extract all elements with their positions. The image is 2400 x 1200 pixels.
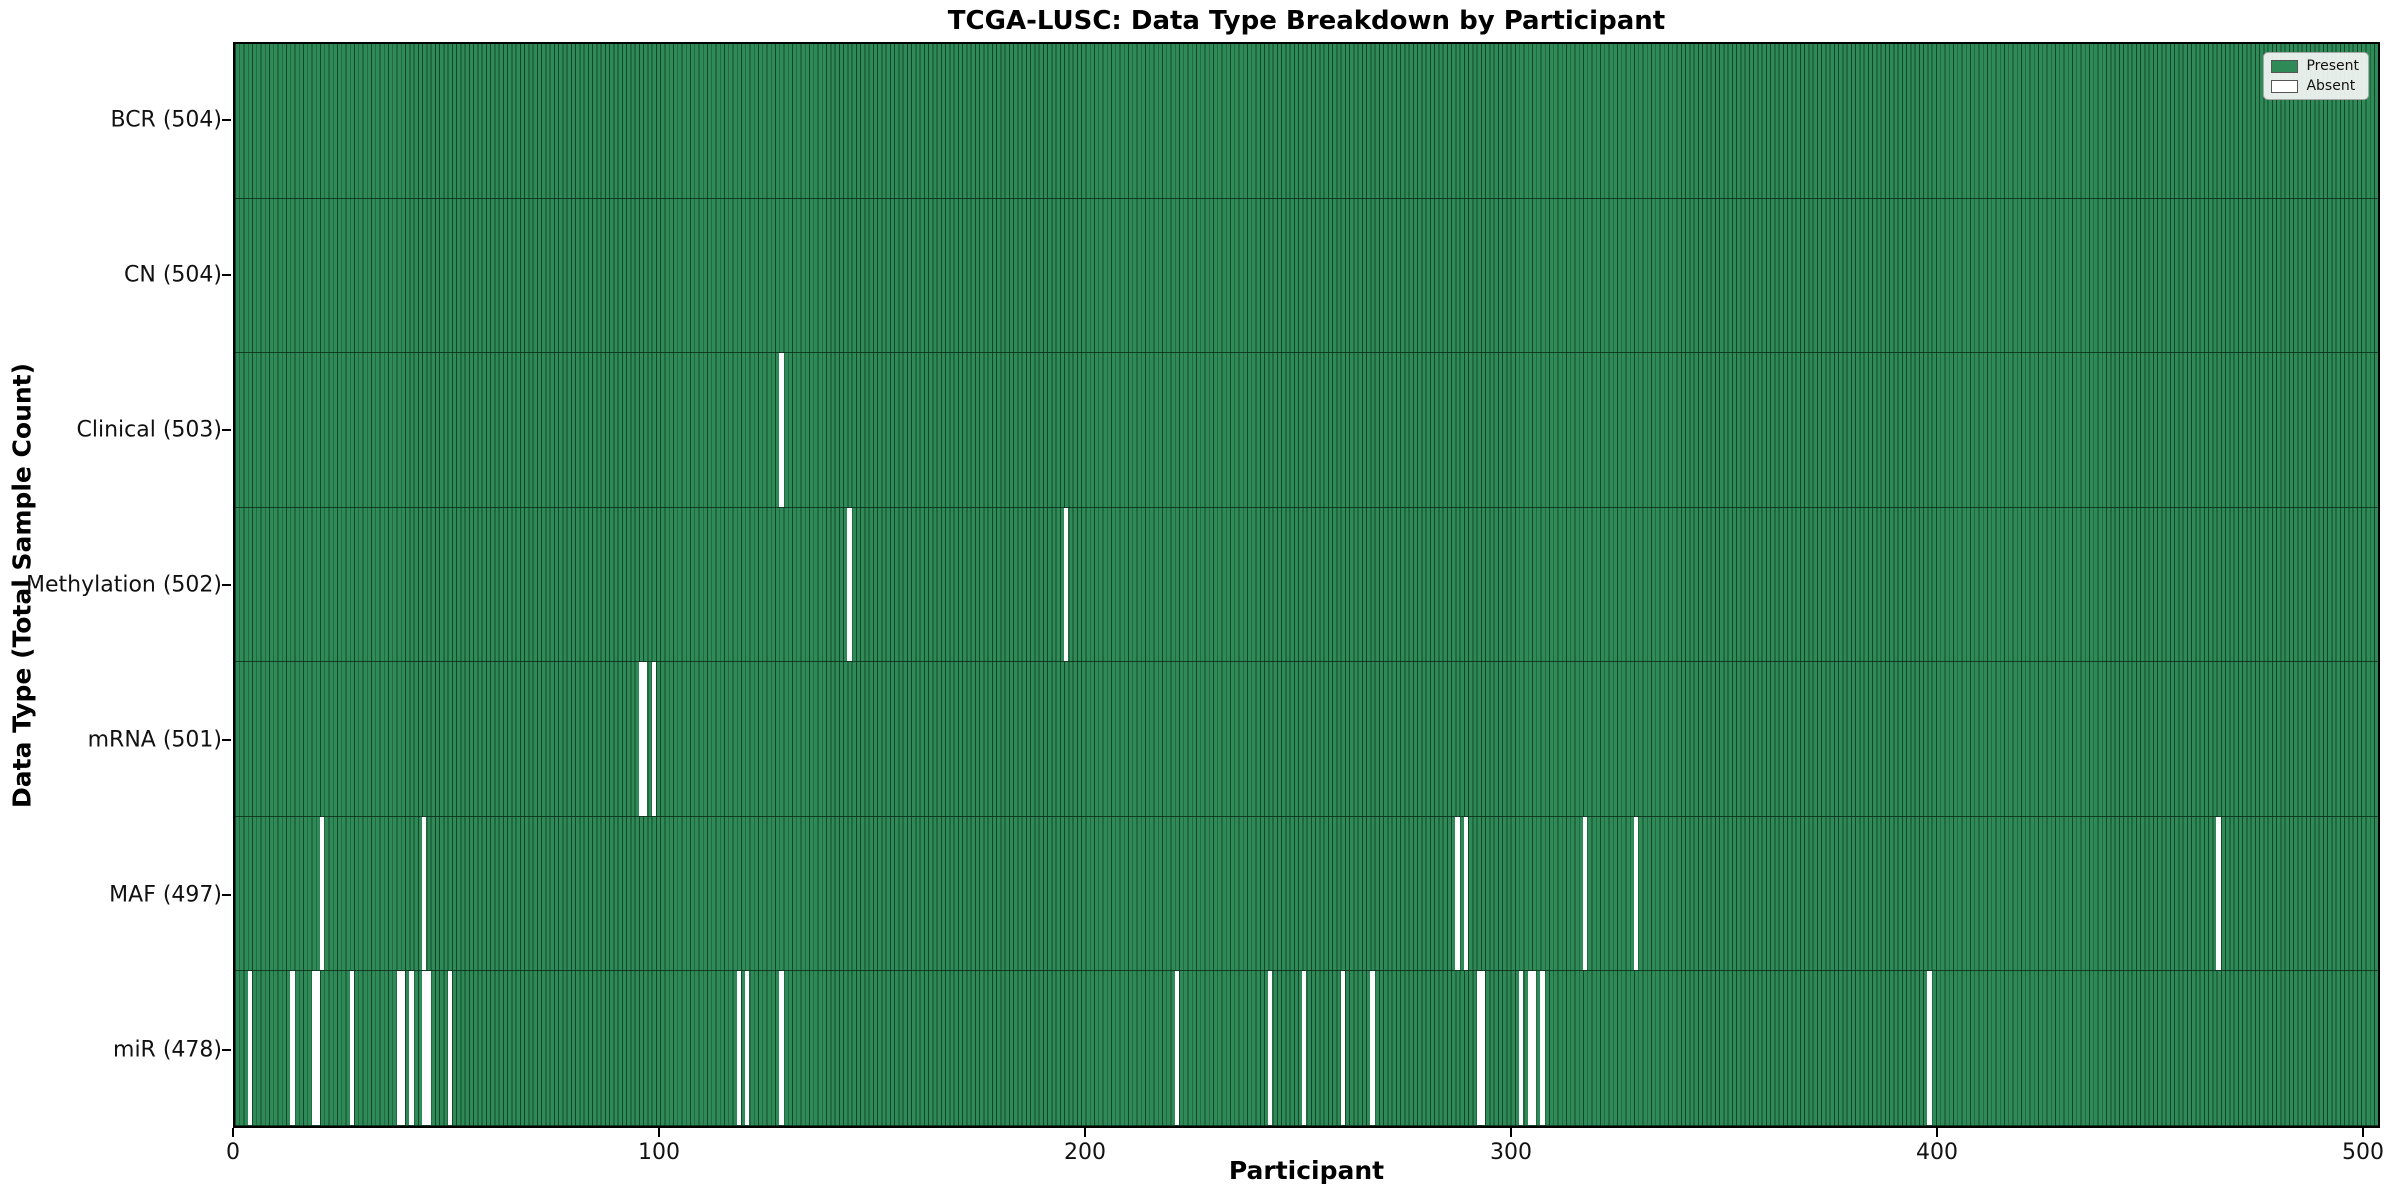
absent-gap	[638, 662, 644, 816]
absent-gap	[1633, 816, 1639, 971]
absent-gap	[1370, 971, 1375, 1125]
absent-gap	[349, 971, 355, 1125]
absent-gap	[745, 971, 750, 1125]
absent-gap	[1302, 971, 1307, 1125]
x-axis-label: Participant	[1228, 1156, 1385, 1185]
absent-gap	[1582, 816, 1588, 971]
chart-title: TCGA-LUSC: Data Type Breakdown by Partic…	[947, 6, 1666, 36]
absent-gap	[779, 353, 784, 507]
x-tick-label: 400	[1915, 1140, 1958, 1165]
row-band-mrna	[235, 662, 2378, 817]
absent-gap	[1927, 971, 1932, 1125]
absent-gap	[643, 662, 648, 816]
absent-gap	[1531, 971, 1537, 1125]
x-tick-label: 0	[226, 1140, 240, 1165]
absent-gap	[247, 971, 252, 1125]
x-tick-mark	[1083, 1128, 1086, 1137]
x-tick-mark	[2361, 1128, 2364, 1137]
x-tick-mark	[657, 1128, 660, 1137]
x-tick-label: 200	[1063, 1140, 1106, 1165]
absent-gap	[847, 507, 852, 662]
y-tick-mark	[222, 584, 231, 586]
legend-label: Present	[2306, 58, 2359, 74]
present-swatch-icon	[2271, 59, 2299, 73]
y-tick-mark	[222, 1049, 231, 1052]
x-tick-mark	[1509, 1128, 1512, 1137]
y-tick-mark	[222, 739, 231, 742]
absent-gap	[1268, 971, 1273, 1125]
absent-gap	[409, 971, 414, 1125]
absent-gap	[422, 816, 427, 971]
absent-gap	[1476, 971, 1481, 1125]
x-tick-mark	[232, 1128, 234, 1137]
x-tick-label: 500	[2341, 1140, 2384, 1165]
row-band-methylation	[235, 507, 2378, 663]
row-band-mir	[235, 971, 2378, 1126]
legend: Present Absent	[2263, 52, 2369, 100]
y-tick-mark	[222, 428, 231, 431]
row-band-cn	[235, 198, 2378, 354]
x-tick-label: 300	[1489, 1140, 1532, 1165]
absent-gap	[1064, 507, 1069, 662]
x-tick-mark	[1935, 1128, 1938, 1137]
absent-gap	[315, 971, 321, 1125]
absent-gap	[1463, 816, 1469, 971]
y-tick-mark	[222, 118, 231, 121]
legend-entry-absent: Absent	[2271, 78, 2359, 94]
absent-gap	[422, 971, 427, 1125]
absent-gap	[651, 662, 656, 816]
row-band-bcr	[235, 44, 2378, 199]
absent-gap	[736, 971, 741, 1125]
y-tick-mark	[222, 273, 231, 276]
absent-gap	[320, 816, 325, 971]
absent-gap	[447, 971, 452, 1125]
absent-gap	[1340, 971, 1345, 1125]
absent-swatch-icon	[2271, 79, 2299, 93]
absent-gap	[400, 971, 406, 1125]
y-tick-mark	[222, 894, 231, 897]
absent-gap	[1540, 971, 1545, 1125]
absent-gap	[311, 971, 316, 1125]
absent-gap	[290, 971, 295, 1125]
x-tick-label: 100	[637, 1140, 680, 1165]
y-axis-label: Data Type (Total Sample Count)	[7, 362, 37, 808]
row-band-clinical	[235, 353, 2378, 508]
absent-gap	[396, 971, 401, 1125]
absent-gap	[1480, 971, 1486, 1125]
absent-gap	[779, 971, 784, 1125]
absent-gap	[1527, 971, 1532, 1125]
absent-gap	[1455, 816, 1460, 971]
plot-area: Present Absent	[233, 42, 2380, 1128]
legend-entry-present: Present	[2271, 58, 2359, 74]
absent-gap	[1519, 971, 1524, 1125]
absent-gap	[426, 971, 431, 1125]
legend-label: Absent	[2306, 78, 2356, 94]
row-band-maf	[235, 816, 2378, 972]
absent-gap	[2216, 816, 2221, 971]
absent-gap	[1174, 971, 1179, 1125]
